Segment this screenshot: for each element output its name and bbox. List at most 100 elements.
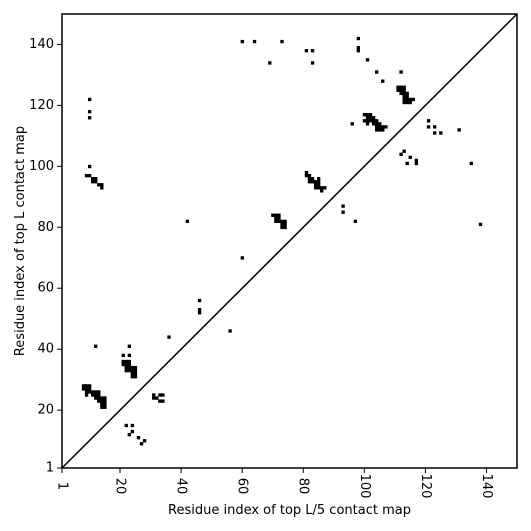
contact-cell [274,213,278,217]
contact-cell [439,131,443,135]
contact-cell [375,125,379,129]
contact-cell [365,119,370,123]
contact-cell [84,384,89,388]
contact-cell [133,372,138,376]
contact-cell [405,161,409,166]
contact-cell [158,399,162,403]
contact-cell [405,91,409,96]
y-axis-label: Residue index of top L contact map [13,126,28,356]
contact-cell [411,97,415,102]
contact-cell [130,423,135,428]
contact-cell [399,70,403,74]
contact-cell [316,186,321,190]
contact-cell [402,100,406,105]
contact-cell [405,97,409,102]
contact-cell [408,97,412,102]
contact-cell [124,368,128,373]
contact-cell [310,180,315,184]
contact-cell [268,61,272,65]
contact-cell [316,183,321,187]
diagonal-line [61,13,518,469]
contact-cell [87,390,92,394]
contact-cell [341,210,345,214]
contact-cell [323,186,327,190]
contact-cell [81,384,86,388]
contact-cell [365,122,370,126]
contact-cell [84,387,89,391]
x-tick-label: 60 [235,478,250,495]
contact-cell [402,88,406,92]
contact-cell [405,94,409,99]
y-tick-label: 40 [37,342,54,357]
contact-cell [399,91,403,96]
contact-cell [310,177,315,181]
contact-cell [402,94,406,99]
contact-cell [121,353,125,358]
contact-cell [356,36,361,41]
contact-cell [283,222,287,227]
contact-cell [280,219,284,224]
contact-cell [399,152,403,156]
contact-cell [381,128,385,132]
contact-cell [124,359,128,364]
contact-cell [384,125,388,129]
contact-cell [280,39,284,44]
contact-cell [133,365,138,370]
contact-cell [228,329,232,333]
x-tick-label: 80 [296,478,311,495]
contact-cell [87,387,92,391]
contact-cell [478,222,483,227]
contact-cell [94,177,98,181]
contact-cell [185,219,190,224]
y-tick-label: 60 [37,281,54,296]
contact-cell [84,173,89,178]
contact-cell [100,186,104,190]
contact-cell [130,365,135,370]
contact-cell [127,365,131,370]
contact-cell [320,189,324,193]
contact-cell [167,335,171,339]
contact-cell [356,45,361,50]
x-axis-label: Residue index of top L/5 contact map [168,503,411,518]
contact-cell [378,122,382,126]
contact-cell [283,225,287,230]
x-tick-label: 40 [174,478,189,495]
y-tick-label: 140 [29,37,54,52]
contact-cell [304,49,309,53]
x-tick-label: 120 [418,474,433,499]
contact-cell [375,70,379,74]
contact-cell [381,79,385,83]
contact-cell [97,390,101,394]
contact-cell [304,173,309,178]
contact-cell [362,113,367,117]
contact-cell [100,399,104,403]
contact-cell [100,396,104,400]
contact-cell [304,170,309,175]
y-tick-label: 100 [29,159,54,174]
contact-cell [353,219,357,224]
contact-cell [97,183,101,187]
contact-cell [274,216,278,220]
contact-cell [277,216,281,220]
contact-cell [103,396,107,400]
contact-cell [124,362,128,367]
contact-cell [313,180,318,184]
contact-cell [375,119,379,123]
contact-cell [371,119,376,123]
contact-cell [283,219,287,224]
contact-cell [130,375,135,379]
plot-frame [61,13,518,469]
contact-cell [127,368,131,373]
contact-cell [350,122,354,126]
contact-cell [408,155,412,160]
contact-cell [197,298,202,303]
contact-cell [81,387,86,391]
contact-cell [426,125,431,129]
contact-cell [371,116,376,120]
contact-cell [124,423,128,428]
contact-cell [274,219,278,224]
contact-cell [365,116,370,120]
contact-cell [362,119,367,123]
y-tick-label: 80 [37,220,54,235]
contact-cell [371,122,376,126]
